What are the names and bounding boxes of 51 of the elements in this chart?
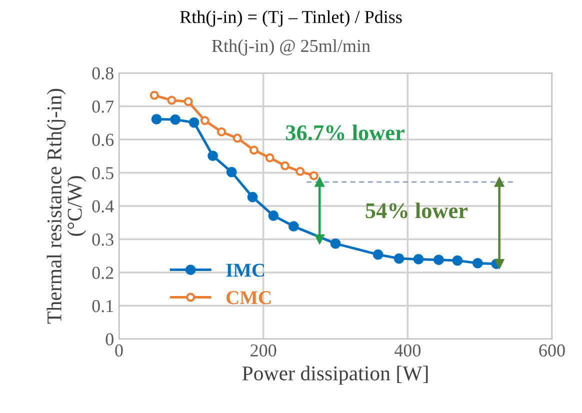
point [494,258,504,269]
point [288,221,299,232]
point [314,234,324,244]
point [200,116,210,126]
x-tick-label: 200 [250,344,276,357]
annotation: 54% lower [366,202,468,218]
y-tick-label: 0.3 [92,234,114,246]
y-tick-label: 0.6 [92,134,114,146]
point [150,90,159,100]
point [433,254,444,266]
y-tick-label: 0.5 [92,167,114,180]
x-tick-label: 400 [394,344,421,357]
point [249,146,258,155]
point [309,171,318,180]
y-tick-label: 0.2 [92,266,114,280]
x-axis-title: Power dissipation [W] [242,366,428,385]
legend-label: CMC [226,291,271,304]
y-tick-label: 0 [106,333,114,346]
y-tick-label: 0.1 [92,300,114,312]
chart-title: Rth(j-in) = (Tj – Tinlet) / Pdiss [180,10,402,27]
annotation: 36.7% lower [286,124,404,140]
point [226,166,237,178]
y-tick-label: 0.4 [92,200,114,213]
point [167,96,176,105]
point [216,127,226,136]
point [394,253,404,264]
point [280,161,290,170]
point [452,255,463,266]
chart-subtitle: Rth(j-in) @ 25ml/min [212,39,370,56]
point [296,166,305,176]
point [472,258,483,268]
point [247,192,258,202]
point [188,117,200,128]
point [314,177,324,187]
y-tick-label: 0.8 [92,67,114,80]
point [413,254,424,264]
y-axis-title: Thermal resistance Rth(j-in) (°C/W) [46,88,86,324]
point [151,114,162,124]
legend-label: IMC [226,264,264,277]
point [208,150,218,162]
point [268,210,279,221]
x-tick-label: 0 [115,344,123,357]
point [170,114,180,125]
x-tick-label: 600 [539,344,565,357]
point [232,134,242,143]
point [265,153,274,162]
point [184,97,193,106]
point [372,249,384,260]
point [330,238,341,249]
point [494,177,504,187]
y-tick-label: 0.7 [92,100,114,113]
